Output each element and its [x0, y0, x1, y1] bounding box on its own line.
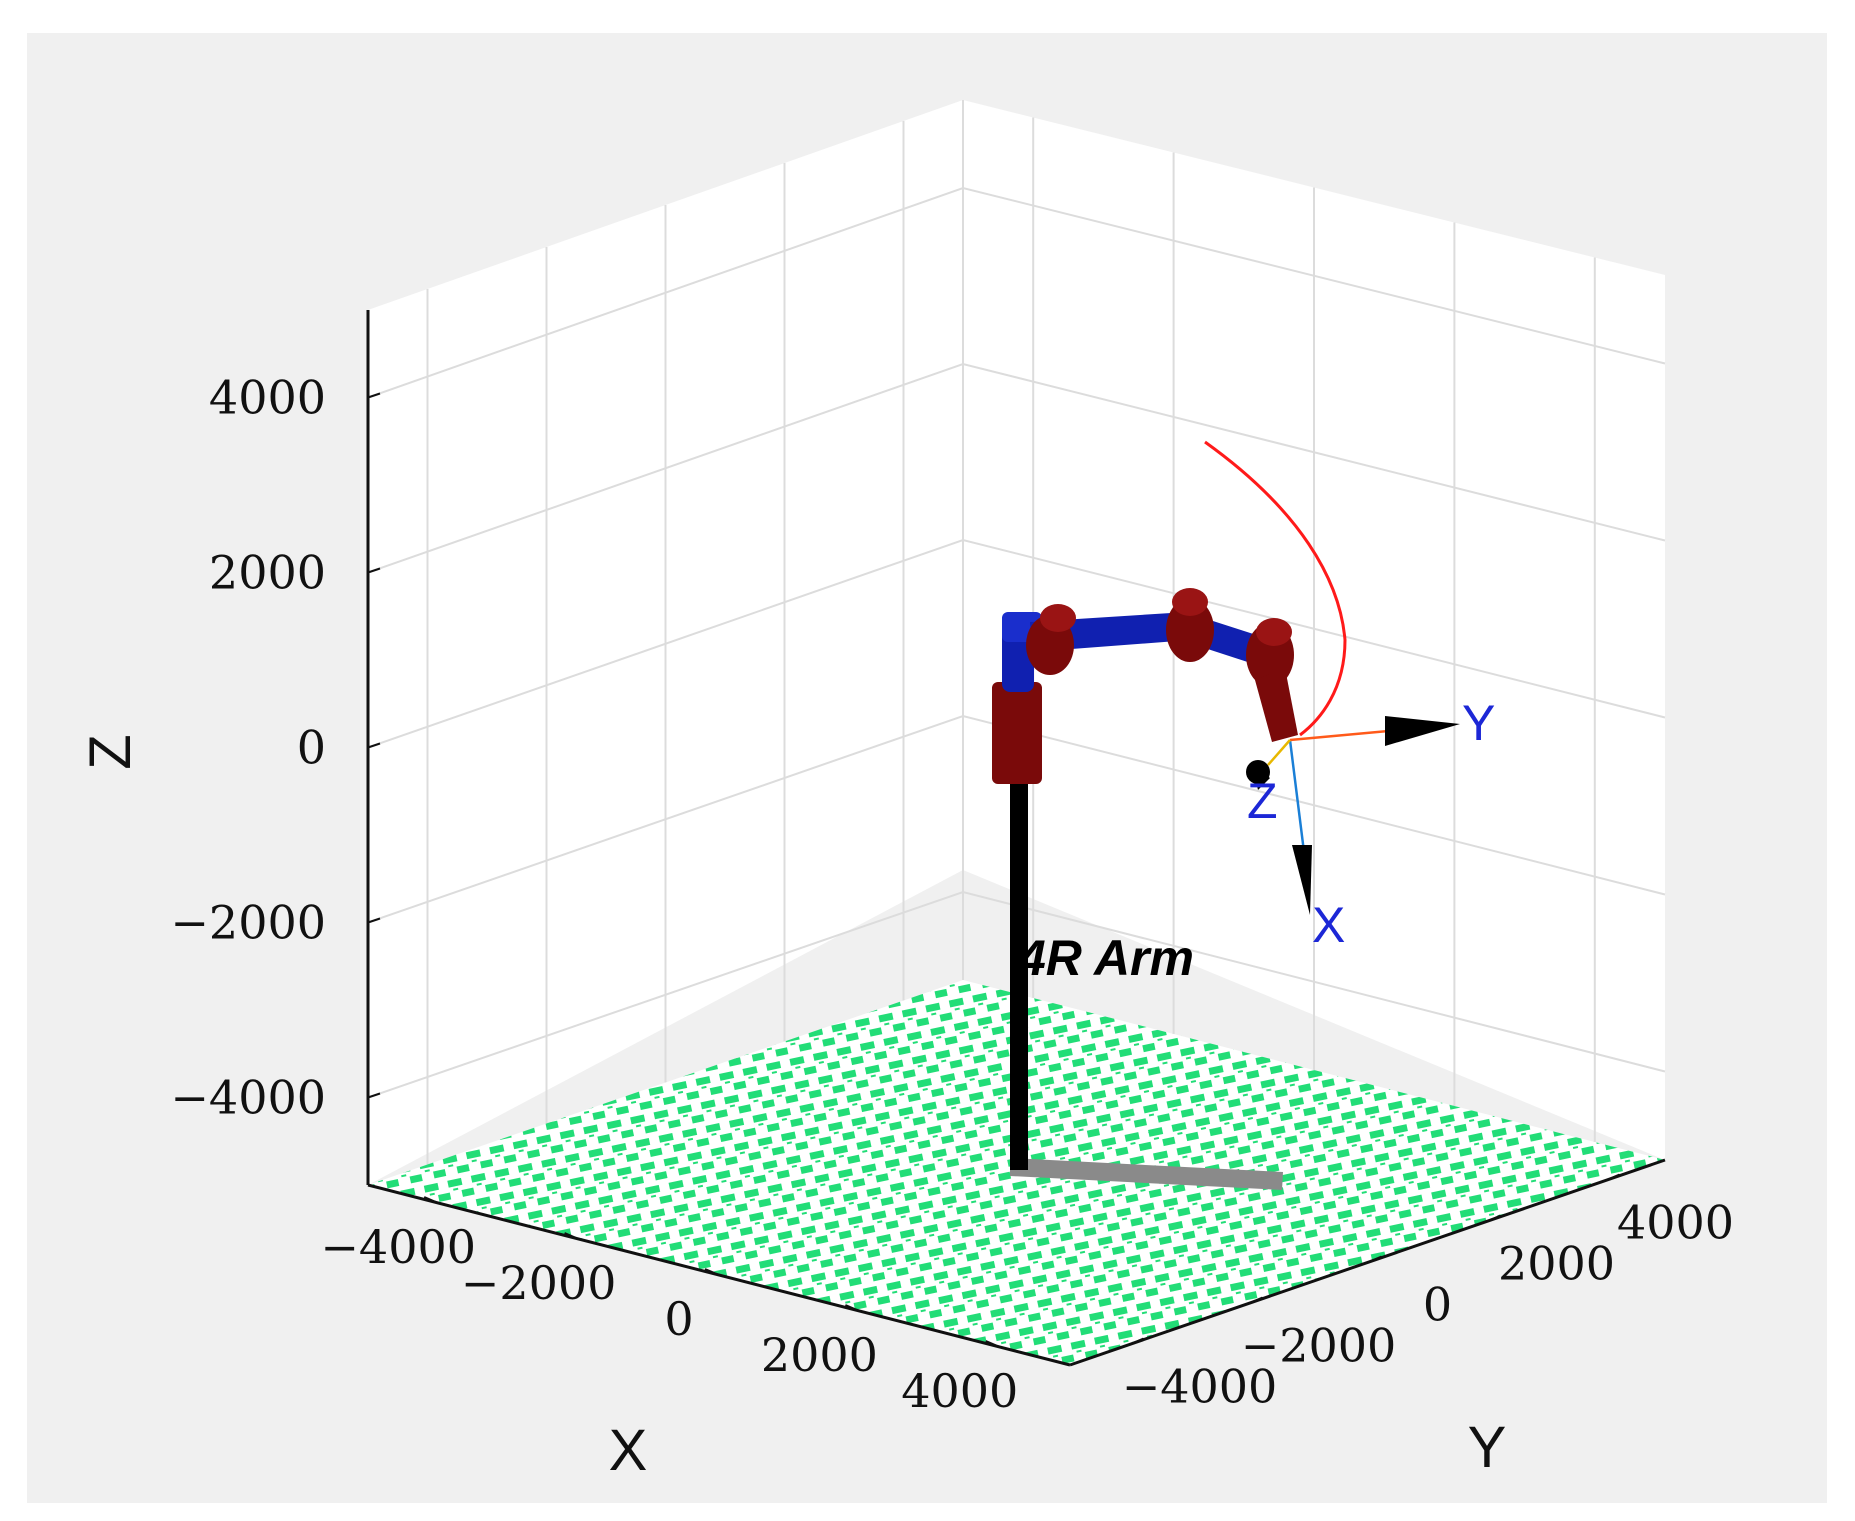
- y-tick: [1248, 1296, 1263, 1305]
- z-tick: [367, 917, 381, 924]
- z-tick: [367, 392, 381, 399]
- z-tick: [367, 742, 381, 749]
- x-tick: [564, 1232, 579, 1240]
- z-tick: [367, 567, 381, 574]
- x-tick: [845, 1304, 860, 1312]
- y-axis-title: Y: [1468, 1415, 1507, 1480]
- y-tick: [1129, 1337, 1144, 1346]
- z-axis-title: Z: [78, 734, 143, 769]
- y-tick-label: −2000: [1241, 1319, 1397, 1373]
- x-tick: [423, 1196, 439, 1204]
- y-tick-label: 2000: [1498, 1237, 1615, 1291]
- joint-1-face: [1040, 604, 1076, 632]
- frame-x-arrowhead: [1292, 845, 1312, 915]
- axis-titles: Z X Y: [78, 734, 1506, 1483]
- z-tick-label: −2000: [170, 896, 326, 950]
- x-tick-label: 4000: [901, 1364, 1018, 1418]
- frame-label-z: Z: [1247, 773, 1278, 829]
- y-tick-label: −4000: [1122, 1360, 1278, 1414]
- frame-z-cap: [1246, 760, 1270, 784]
- joint-2-face: [1172, 588, 1208, 616]
- x-tick-label: 0: [664, 1292, 693, 1346]
- z-tick-label: 2000: [209, 546, 326, 600]
- y-tick-label: 4000: [1617, 1196, 1734, 1250]
- z-tick-label: 4000: [209, 371, 326, 425]
- frame-z-axis: [1267, 739, 1291, 766]
- frame-y-arrowhead: [1385, 716, 1460, 746]
- y-tick: [1486, 1214, 1501, 1223]
- y-tick: [1605, 1173, 1620, 1182]
- z-tick: [367, 1092, 381, 1099]
- frame-y-axis: [1289, 728, 1401, 742]
- x-tick: [985, 1340, 1001, 1348]
- end-effector-frame: Y Z X: [1246, 695, 1495, 953]
- x-tick-label: −2000: [461, 1256, 617, 1310]
- frame-x-axis: [1288, 739, 1307, 861]
- base-joint: [992, 682, 1042, 784]
- joint-3-face: [1256, 618, 1292, 646]
- base-shadow: [1010, 1158, 1283, 1190]
- joint-2: [1166, 598, 1214, 662]
- trajectory-curve: [1204, 440, 1347, 737]
- tick-marks: [367, 392, 1620, 1348]
- robot-arm: [992, 588, 1298, 1190]
- y-tick-label: 0: [1423, 1278, 1452, 1332]
- frame-label-x: X: [1312, 897, 1345, 953]
- frame-label-y: Y: [1462, 695, 1495, 751]
- wrist-link: [1255, 668, 1298, 742]
- base-column: [1010, 780, 1028, 1170]
- x-tick-label: 2000: [761, 1328, 878, 1382]
- x-tick-label: −4000: [320, 1220, 476, 1274]
- robot-name-label: 4R Arm: [1017, 930, 1194, 986]
- z-tick-label: −4000: [170, 1071, 326, 1125]
- z-tick-label: 0: [297, 721, 326, 775]
- x-axis-title: X: [609, 1418, 648, 1483]
- y-tick: [1367, 1255, 1382, 1264]
- x-tick: [704, 1268, 720, 1276]
